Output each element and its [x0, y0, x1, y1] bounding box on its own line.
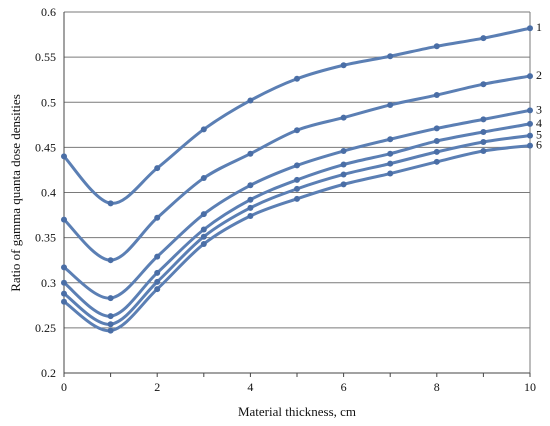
- series-label-6: 6: [536, 138, 542, 152]
- series-line-6: [63, 144, 531, 333]
- data-point-series-3-x-4: [247, 182, 254, 189]
- series-label-5: 5: [536, 128, 542, 142]
- data-point-series-2-x-7: [387, 101, 394, 108]
- data-point-series-1-x-7: [387, 53, 394, 60]
- data-point-series-6-x-10: [527, 142, 533, 149]
- data-point-series-5-x-3: [200, 233, 207, 240]
- data-point-series-2-x-1: [107, 257, 114, 264]
- data-point-series-3-x-8: [433, 125, 440, 132]
- data-point-series-1-x-3: [200, 126, 207, 133]
- series-line-4: [63, 122, 531, 318]
- series-line-3: [63, 108, 531, 300]
- data-point-series-6-x-0: [61, 298, 67, 305]
- y-tick-label-0.45: 0.45: [35, 140, 56, 154]
- data-point-series-5-x-9: [480, 138, 487, 145]
- data-point-series-5-x-6: [340, 171, 347, 178]
- data-point-series-1-x-9: [480, 35, 487, 42]
- data-point-series-4-x-5: [294, 176, 300, 183]
- y-tick-label-0.4: 0.4: [41, 186, 56, 200]
- data-point-series-4-x-0: [61, 279, 67, 286]
- series-label-4: 4: [536, 116, 542, 130]
- data-point-series-1-x-10: [527, 25, 533, 32]
- data-point-series-2-x-0: [61, 216, 67, 223]
- data-point-series-1-x-5: [294, 75, 300, 82]
- x-tick-labels: 0 2 4 6 8 10: [61, 380, 536, 394]
- x-tick-label-6: 6: [341, 380, 347, 394]
- data-point-series-4-x-3: [200, 226, 207, 233]
- data-point-series-3-x-10: [527, 107, 533, 114]
- y-axis-title: Ratio of gamma quanta dose densities: [8, 94, 23, 291]
- data-point-series-4-x-8: [433, 138, 440, 145]
- data-point-series-4-x-10: [527, 120, 533, 127]
- data-point-series-6-x-3: [200, 240, 207, 247]
- data-point-series-3-x-5: [294, 162, 300, 169]
- data-point-series-5-x-2: [154, 278, 161, 285]
- data-point-series-1-x-8: [433, 43, 440, 50]
- data-point-series-4-x-4: [247, 196, 254, 203]
- y-tick-labels: 0.2 0.25 0.3 0.35 0.4 0.45 0.5 0.55 0.6: [35, 5, 56, 380]
- grid-lines: [64, 11, 530, 374]
- data-point-series-5-x-5: [294, 185, 300, 192]
- y-tick-label-0.55: 0.55: [35, 50, 56, 64]
- series-label-3: 3: [536, 102, 542, 116]
- data-point-series-5-x-7: [387, 160, 394, 167]
- data-point-series-3-x-1: [107, 295, 114, 302]
- data-point-series-5-x-0: [61, 290, 67, 297]
- data-point-series-2-x-5: [294, 127, 300, 134]
- data-point-series-2-x-8: [433, 92, 440, 99]
- data-point-series-4-x-7: [387, 150, 394, 157]
- y-tick-label-0.25: 0.25: [35, 321, 56, 335]
- data-point-series-1-x-4: [247, 97, 254, 104]
- data-point-series-4-x-6: [340, 161, 347, 168]
- data-point-series-2-x-2: [154, 214, 161, 221]
- data-point-series-2-x-10: [527, 73, 533, 80]
- x-tick-label-10: 10: [524, 380, 536, 394]
- data-point-series-5-x-4: [247, 204, 254, 211]
- data-point-series-2-x-9: [480, 81, 487, 88]
- x-axis-title: Material thickness, cm: [238, 404, 356, 419]
- data-point-series-6-x-1: [107, 327, 114, 334]
- data-point-series-5-x-8: [433, 148, 440, 155]
- x-tick-label-8: 8: [434, 380, 440, 394]
- data-point-series-5-x-1: [107, 321, 114, 328]
- data-point-series-3-x-7: [387, 136, 394, 143]
- data-point-series-3-x-2: [154, 253, 161, 260]
- data-point-series-2-x-6: [340, 114, 347, 121]
- x-tick-label-4: 4: [247, 380, 253, 394]
- data-point-series-1-x-2: [154, 165, 161, 172]
- data-point-series-3-x-0: [61, 264, 67, 271]
- y-tick-label-0.6: 0.6: [41, 5, 56, 19]
- y-tick-label-0.2: 0.2: [41, 366, 56, 380]
- y-tick-label-0.5: 0.5: [41, 95, 56, 109]
- data-point-series-6-x-8: [433, 158, 440, 165]
- x-tick-label-2: 2: [154, 380, 160, 394]
- data-point-series-1-x-6: [340, 62, 347, 69]
- data-point-series-3-x-3: [200, 211, 207, 218]
- data-point-series-2-x-4: [247, 150, 254, 157]
- y-tick-label-0.35: 0.35: [35, 231, 56, 245]
- data-point-series-1-x-0: [61, 153, 67, 160]
- data-point-series-6-x-6: [340, 181, 347, 188]
- data-point-series-1-x-1: [107, 200, 114, 207]
- data-point-series-6-x-2: [154, 286, 161, 293]
- series-label-1: 1: [536, 20, 542, 34]
- data-point-series-4-x-9: [480, 129, 487, 136]
- data-point-series-6-x-5: [294, 195, 300, 202]
- x-tick-label-0: 0: [61, 380, 67, 394]
- series-label-2: 2: [536, 68, 542, 82]
- data-point-series-6-x-4: [247, 212, 254, 219]
- data-point-series-2-x-3: [200, 175, 207, 182]
- data-point-series-6-x-7: [387, 170, 394, 177]
- series-markers: [61, 25, 533, 334]
- data-point-series-3-x-9: [480, 116, 487, 123]
- data-point-series-4-x-2: [154, 269, 161, 276]
- axes: [63, 12, 531, 377]
- data-point-series-3-x-6: [340, 147, 347, 154]
- data-point-series-5-x-10: [527, 132, 533, 139]
- data-point-series-4-x-1: [107, 313, 114, 320]
- data-point-series-6-x-9: [480, 147, 487, 154]
- y-tick-label-0.3: 0.3: [41, 276, 56, 290]
